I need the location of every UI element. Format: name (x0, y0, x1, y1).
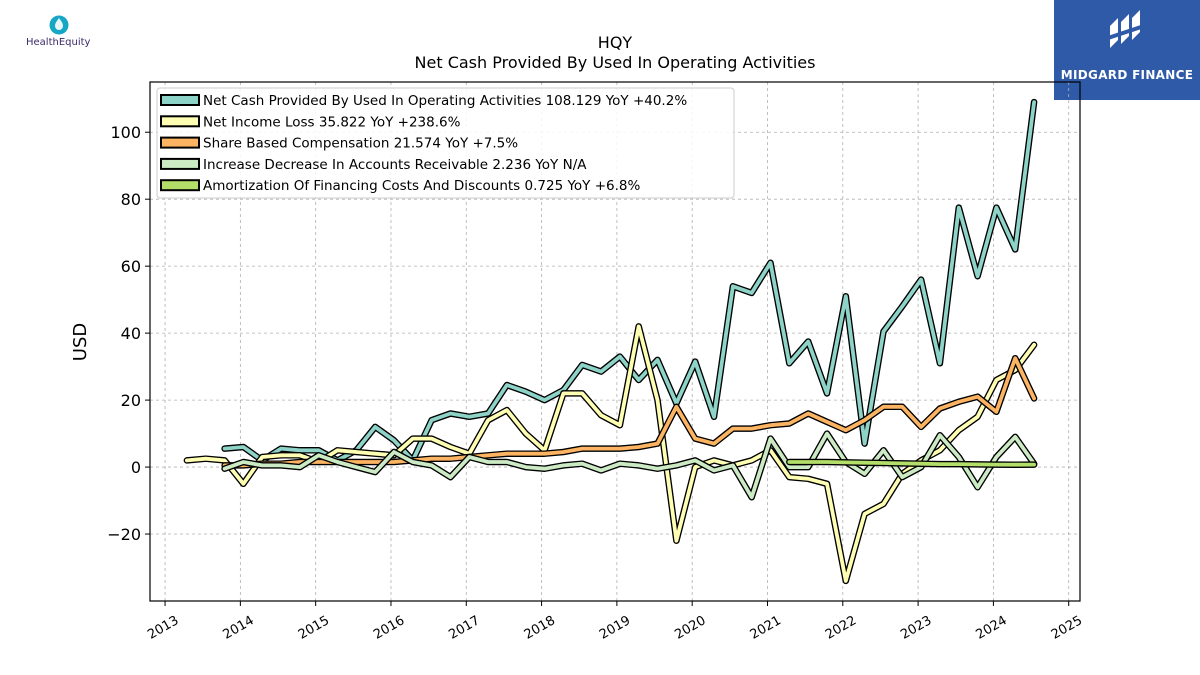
x-tick-label: 2023 (898, 613, 934, 643)
company-logo-text: HealthEquity (26, 37, 91, 48)
legend-swatch (160, 136, 200, 149)
x-tick-label: 2017 (446, 613, 482, 643)
y-tick-label: 40 (121, 324, 141, 343)
y-tick-label: −20 (107, 525, 141, 544)
legend-swatch (160, 179, 200, 192)
healthequity-logo: HealthEquity (24, 14, 104, 54)
x-tick-label: 2014 (221, 613, 257, 643)
series-line (787, 460, 1036, 467)
chart-title: HQY (598, 33, 633, 52)
midgard-brand-logo: MIDGARD FINANCE (1054, 0, 1200, 100)
drop-icon (49, 15, 69, 35)
legend-swatch (160, 94, 200, 106)
y-tick-label: 20 (121, 391, 141, 410)
x-tick-label: 2021 (748, 613, 784, 643)
x-tick-label: 2022 (823, 613, 859, 643)
series-line (222, 356, 1036, 468)
x-tick-label: 2016 (371, 613, 407, 643)
legend-entry: Share Based Compensation 21.574 YoY +7.5… (203, 136, 518, 152)
legend-entry: Net Cash Provided By Used In Operating A… (203, 93, 687, 109)
x-tick-label: 2013 (145, 613, 181, 643)
y-tick-label: 0 (131, 458, 141, 477)
legend-box (156, 87, 735, 199)
midgard-emblem-icon (1107, 10, 1145, 48)
y-tick-label: 100 (110, 123, 141, 142)
series-line (222, 431, 1036, 500)
chart-subtitle: Net Cash Provided By Used In Operating A… (415, 53, 816, 72)
legend-swatch (160, 157, 200, 170)
x-tick-label: 2018 (522, 613, 558, 643)
legend: Net Cash Provided By Used In Operating A… (156, 87, 735, 199)
x-tick-label: 2025 (1049, 613, 1085, 643)
legend-entry: Amortization Of Financing Costs And Disc… (203, 178, 640, 194)
x-tick-label: 2015 (296, 613, 332, 643)
legend-swatch (160, 115, 200, 128)
plot-frame (149, 81, 1081, 602)
y-tick-label: 60 (121, 257, 141, 276)
y-tick-label: 80 (121, 190, 141, 209)
legend-entry: Net Income Loss 35.822 YoY +238.6% (203, 114, 461, 130)
x-tick-label: 2024 (974, 613, 1010, 643)
brand-logo-text: MIDGARD FINANCE (1060, 68, 1194, 82)
x-tick-label: 2020 (672, 613, 708, 643)
grid (150, 82, 1080, 601)
x-tick-label: 2019 (597, 613, 633, 643)
series-lines (183, 98, 1038, 585)
y-axis-label: USD (70, 323, 91, 361)
legend-entry: Increase Decrease In Accounts Receivable… (203, 157, 587, 173)
axes: −20 0 20 40 60 80 100 2013 2014 2015 2016 2017 2018 2… (107, 123, 1085, 643)
